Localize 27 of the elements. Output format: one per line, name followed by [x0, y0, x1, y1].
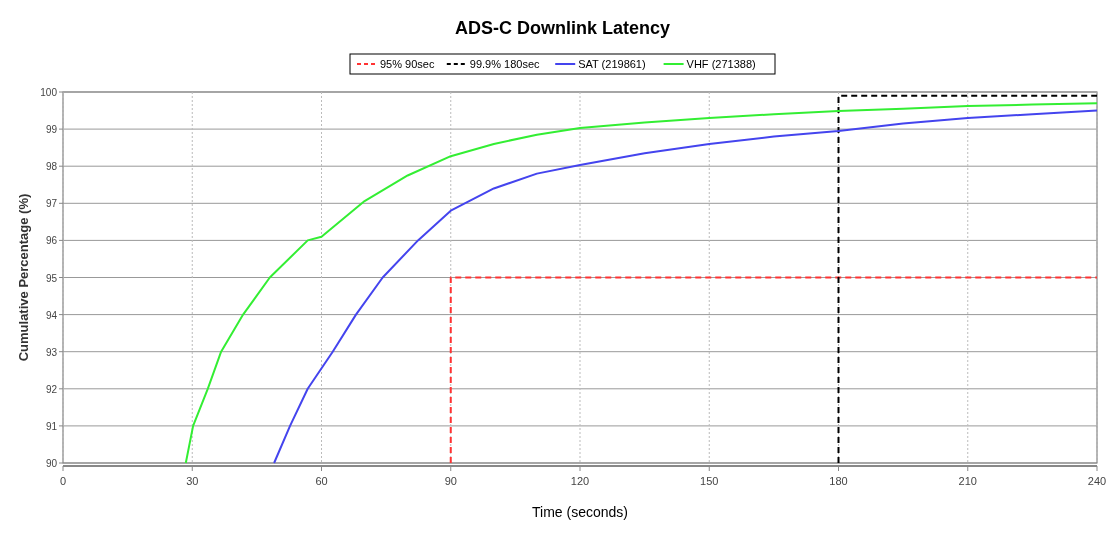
y-tick-label: 95	[45, 272, 58, 284]
y-tick-label: 99	[45, 124, 58, 136]
x-tick-label: 150	[700, 475, 719, 487]
y-tick-label: 93	[45, 346, 58, 358]
x-tick-label: 30	[186, 475, 199, 487]
x-tick-label: 180	[829, 475, 848, 487]
x-tick-label: 210	[958, 475, 977, 487]
x-tick-label: 90	[444, 475, 457, 487]
x-tick-label: 60	[315, 475, 328, 487]
y-tick-label: 90	[45, 458, 58, 469]
x-tick-label: 240	[1087, 475, 1107, 487]
y-tick-label: 94	[45, 309, 58, 321]
legend-label: 95% 90sec	[380, 58, 435, 70]
legend-label: 99.9% 180sec	[469, 58, 541, 70]
legend-label: SAT (219861)	[578, 58, 646, 70]
x-tick-label: 0	[59, 475, 67, 487]
y-tick-label: 92	[45, 383, 58, 395]
legend-label: VHF (271388)	[686, 58, 756, 70]
x-axis-title: Time (seconds)	[532, 504, 628, 520]
y-axis-title: Cumulative Percentage (%)	[16, 193, 31, 362]
y-tick-label: 97	[45, 198, 58, 210]
y-tick-label: 91	[45, 420, 58, 432]
x-tick-label: 120	[570, 475, 590, 487]
y-tick-label: 100	[40, 87, 58, 98]
chart-title: ADS-C Downlink Latency	[454, 18, 671, 38]
y-tick-label: 98	[45, 161, 58, 173]
y-tick-label: 96	[45, 235, 58, 247]
